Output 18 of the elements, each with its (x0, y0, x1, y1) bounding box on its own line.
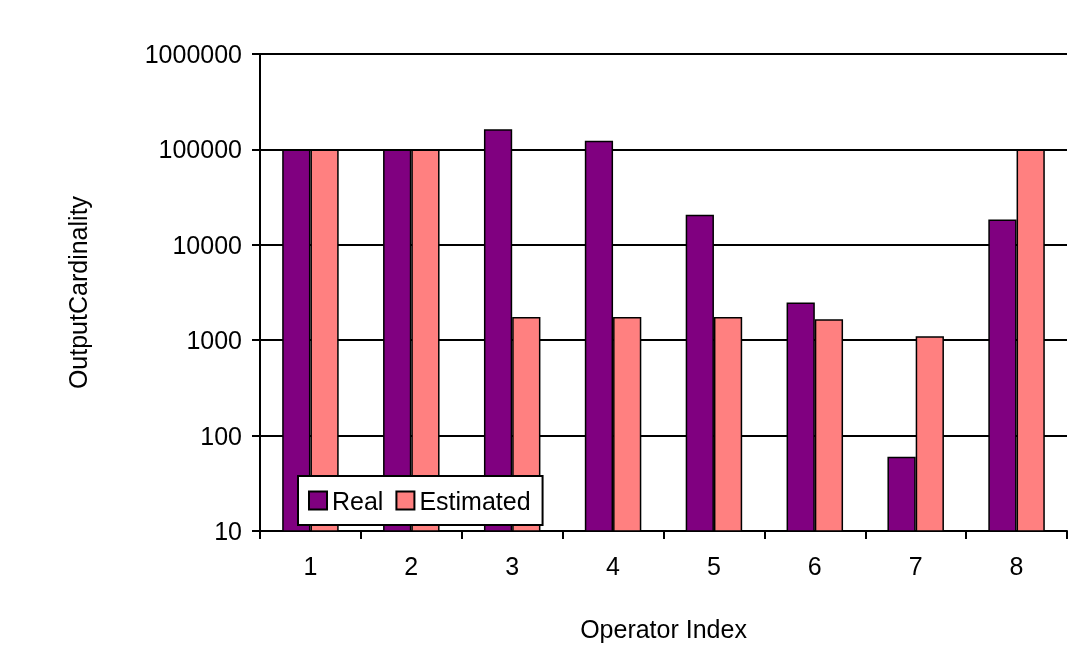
x-tick-label: 6 (807, 551, 822, 580)
x-tick-label: 1 (303, 551, 318, 580)
x-tick-label: 7 (908, 551, 923, 580)
legend-label: Real (332, 486, 384, 515)
x-tick-label: 4 (606, 551, 621, 580)
x-tick-label: 5 (706, 551, 721, 580)
y-tick-label: 1000000 (144, 40, 242, 68)
y-tick-label: 10 (214, 517, 242, 545)
x-tick-label: 2 (404, 551, 419, 580)
y-tick-label: 100000 (158, 135, 242, 164)
y-tick-label: 1000 (186, 326, 242, 355)
y-axis-title: OutputCardinality (63, 195, 92, 390)
y-tick-label: 10000 (172, 230, 242, 259)
y-tick-label: 100 (200, 421, 242, 450)
x-axis-title: Operator Index (580, 614, 748, 643)
x-tick-label: 3 (505, 551, 520, 580)
x-tick-label: 8 (1009, 551, 1024, 580)
legend-label: Estimated (419, 486, 531, 515)
